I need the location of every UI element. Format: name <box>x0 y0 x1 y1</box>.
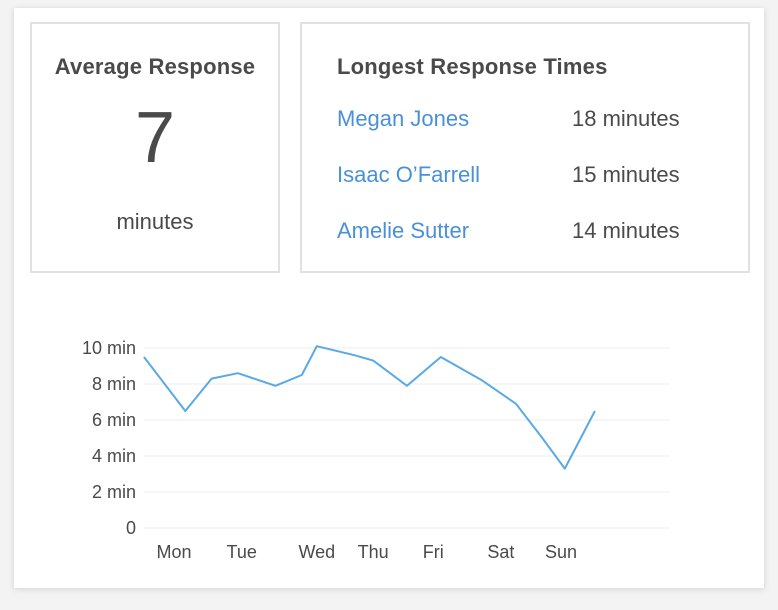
x-tick-label: Sun <box>545 542 577 562</box>
longest-response-row: Isaac O’Farrell 15 minutes <box>337 162 737 194</box>
x-tick-label: Fri <box>423 542 444 562</box>
y-tick-label: 2 min <box>92 482 136 502</box>
longest-response-row: Megan Jones 18 minutes <box>337 106 737 138</box>
response-time-line-chart: 0 2 min 4 min 6 min 8 min 10 min Mon Tue Wed Thu… <box>82 338 670 562</box>
longest-response-title: Longest Response Times <box>337 54 608 79</box>
responder-name-link[interactable]: Isaac O’Farrell <box>337 162 481 187</box>
series-line <box>143 345 596 470</box>
x-tick-label: Sat <box>487 542 514 562</box>
average-response-title: Average Response <box>54 54 256 79</box>
x-tick-label: Wed <box>298 542 335 562</box>
responder-name-link[interactable]: Megan Jones <box>337 106 470 131</box>
y-tick-label: 4 min <box>92 446 136 466</box>
longest-response-panel: Longest Response Times Megan Jones 18 mi… <box>300 22 750 273</box>
average-response-panel: Average Response 7 minutes <box>30 22 280 273</box>
y-tick-label: 0 <box>126 518 136 538</box>
responder-time: 15 minutes <box>572 162 680 187</box>
y-tick-label: 8 min <box>92 374 136 394</box>
responder-name-link[interactable]: Amelie Sutter <box>337 218 470 243</box>
chart-x-axis-labels: Mon Tue Wed Thu Fri Sat Sun <box>157 542 578 562</box>
dashboard-card: Average Response 7 minutes Longest Respo… <box>14 8 764 588</box>
average-response-value: 7 <box>134 98 176 178</box>
x-tick-label: Mon <box>157 542 192 562</box>
responder-time: 14 minutes <box>572 218 680 243</box>
chart-y-axis-labels: 0 2 min 4 min 6 min 8 min 10 min <box>82 338 136 538</box>
x-tick-label: Thu <box>358 542 389 562</box>
longest-response-row: Amelie Sutter 14 minutes <box>337 218 737 250</box>
chart-gridlines <box>144 347 670 529</box>
responder-time: 18 minutes <box>572 106 680 131</box>
x-tick-label: Tue <box>227 542 257 562</box>
chart-series <box>143 345 596 470</box>
average-response-unit: minutes <box>116 209 194 234</box>
y-tick-label: 6 min <box>92 410 136 430</box>
y-tick-label: 10 min <box>82 338 136 358</box>
